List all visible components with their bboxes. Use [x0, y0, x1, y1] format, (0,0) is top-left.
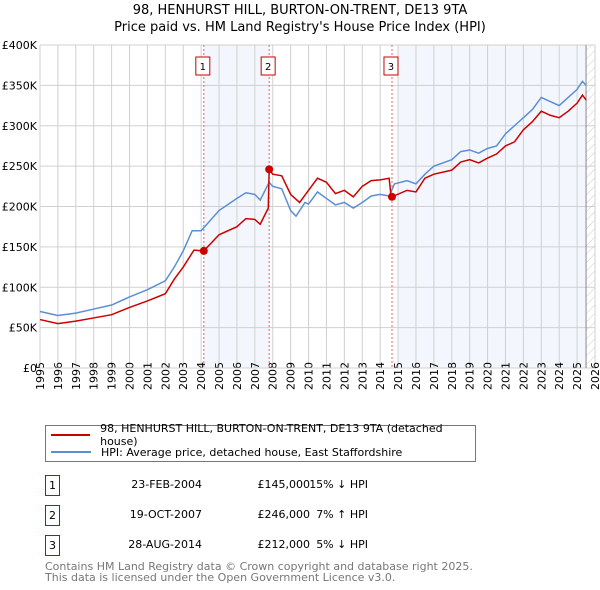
x-tick-label: 2026 — [589, 362, 600, 390]
x-tick-label: 2024 — [553, 362, 566, 390]
x-tick-label: 2019 — [464, 362, 477, 390]
sale-marker-box — [383, 56, 399, 76]
x-tick-label: 2021 — [499, 362, 512, 390]
x-tick-label: 2003 — [177, 362, 190, 390]
y-tick-label: £150K — [2, 241, 38, 254]
y-tick-label: £350K — [2, 79, 38, 92]
sale-point — [265, 165, 274, 174]
x-tick-label: 1997 — [70, 362, 83, 390]
hpi-line — [39, 80, 587, 317]
sale-marker-label: 3 — [388, 62, 394, 73]
x-tick-label: 2022 — [517, 362, 530, 390]
legend-label-property: 98, HENHURST HILL, BURTON-ON-TRENT, DE13… — [100, 422, 443, 448]
chart-title: 98, HENHURST HILL, BURTON-ON-TRENT, DE13… — [132, 3, 468, 18]
sale-hpi-diff: 7% ↑ HPI — [316, 508, 368, 521]
sale-marker-box — [195, 56, 211, 76]
sale-date: 19-OCT-2007 — [129, 508, 202, 521]
sale-point — [387, 192, 396, 201]
x-tick-label: 2009 — [285, 362, 298, 390]
sale-marker-box: 2 — [45, 505, 60, 526]
x-tick-label: 2012 — [338, 362, 351, 390]
x-tick-label: 2007 — [249, 362, 262, 390]
x-tick-label: 2001 — [141, 362, 154, 390]
x-tick-label: 1999 — [106, 362, 119, 390]
x-tick-label: 2006 — [231, 362, 244, 390]
sale-marker-label: 1 — [200, 62, 206, 73]
sale-price: £246,000 — [257, 508, 311, 521]
x-tick-label: 2016 — [410, 362, 423, 390]
x-tick-label: 1995 — [34, 362, 47, 390]
y-tick-label: £200K — [2, 201, 38, 214]
legend-swatch-property — [51, 434, 91, 436]
sale-marker-box — [260, 56, 276, 76]
sale-row: 1 23-FEB-2004 £145,000 15% ↓ HPI — [45, 475, 445, 496]
sale-marker-box: 3 — [45, 535, 60, 556]
x-tick-label: 2017 — [428, 362, 441, 390]
sale-date: 23-FEB-2004 — [131, 478, 202, 491]
x-tick-label: 2020 — [482, 362, 495, 390]
sale-hpi-diff: 15% ↓ HPI — [309, 478, 368, 491]
x-tick-label: 2018 — [446, 362, 459, 390]
sale-point — [199, 246, 208, 255]
sale-row: 3 28-AUG-2014 £212,000 5% ↓ HPI — [45, 535, 445, 556]
sale-date: 28-AUG-2014 — [128, 538, 202, 551]
legend-swatch-hpi — [51, 451, 91, 453]
y-tick-label: £400K — [2, 39, 38, 52]
legend-label-hpi: HPI: Average price, detached house, East… — [101, 445, 403, 459]
chart-subtitle: Price paid vs. HM Land Registry's House … — [114, 20, 486, 35]
sale-price: £145,000 — [257, 478, 311, 491]
sale-hpi-diff: 5% ↓ HPI — [316, 538, 368, 551]
x-tick-label: 1996 — [52, 362, 65, 390]
x-tick-label: 2005 — [213, 362, 226, 390]
plot-area: 1995 1996 1997 1998 1999 2000 2001 2002 2003 2004… — [2, 39, 600, 390]
x-tick-label: 2008 — [267, 362, 280, 390]
legend: 98, HENHURST HILL, BURTON-ON-TRENT, DE13… — [45, 422, 476, 462]
property-price-line — [39, 93, 587, 325]
sale-price: £212,000 — [257, 538, 311, 551]
x-tick-label: 2010 — [303, 362, 316, 390]
y-tick-label: £50K — [9, 322, 38, 335]
x-tick-label: 2002 — [159, 362, 172, 390]
x-tick-label: 2015 — [392, 362, 405, 390]
x-tick-label: 2000 — [124, 362, 137, 390]
sale-marker-label: 2 — [265, 62, 271, 73]
sale-marker-box: 1 — [45, 475, 60, 496]
y-tick-label: £0 — [23, 362, 37, 375]
footer-licence: This data is licensed under the Open Gov… — [45, 571, 396, 584]
footer-copyright: Contains HM Land Registry data © Crown c… — [45, 560, 473, 573]
y-tick-label: £250K — [2, 160, 38, 173]
x-tick-label: 2014 — [374, 362, 387, 390]
x-tick-label: 2011 — [320, 362, 333, 390]
x-tick-label: 2013 — [356, 362, 369, 390]
x-tick-label: 1998 — [88, 362, 101, 390]
x-tick-label: 2025 — [571, 362, 584, 390]
y-tick-label: £100K — [2, 281, 38, 294]
x-tick-label: 2023 — [535, 362, 548, 390]
sale-row: 2 19-OCT-2007 £246,000 7% ↑ HPI — [45, 505, 445, 526]
y-tick-label: £300K — [2, 120, 38, 133]
x-tick-label: 2004 — [195, 362, 208, 390]
